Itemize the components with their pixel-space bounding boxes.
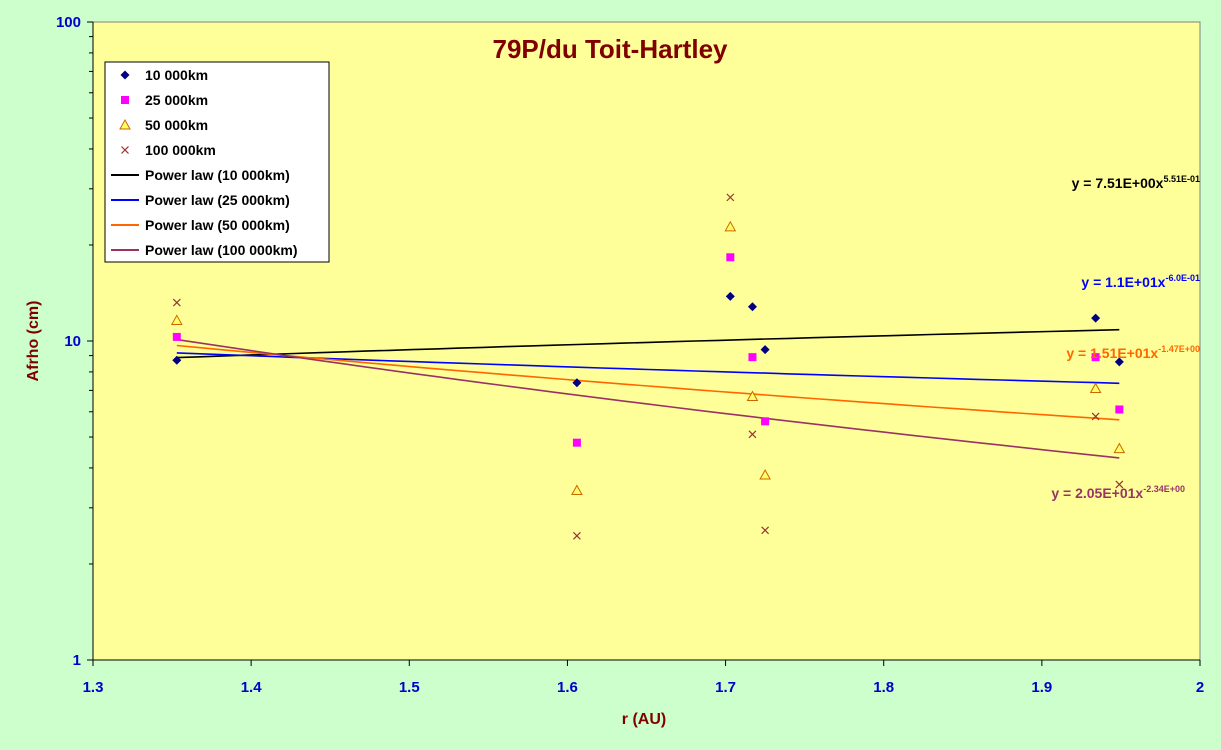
trendline: [176, 352, 1120, 385]
trendline-equations: y = 7.51E+00x5.51E-01 y = 1.1E+01x-6.0E-0…: [1051, 174, 1200, 501]
y-axis-label: Afrho (cm): [25, 301, 42, 382]
data-point: [746, 390, 759, 401]
legend-label: Power law (50 000km): [145, 217, 290, 233]
data-point: [172, 332, 181, 341]
data-point: [1091, 353, 1100, 362]
legend-marker: [121, 96, 129, 104]
data-point: [1091, 313, 1101, 323]
legend: 10 000km 25 000km 50 000km 100 000km Power l…: [104, 61, 330, 263]
data-point: [726, 253, 735, 262]
equation-main: y = 1.51E+01x: [1066, 345, 1158, 361]
data-point: [748, 430, 757, 439]
x-tick-label: 1.7: [715, 679, 736, 696]
data-point: [571, 484, 583, 495]
data-point: [747, 302, 757, 312]
legend-box: [104, 61, 330, 263]
chart-title: 79P/du Toit-Hartley: [492, 34, 728, 64]
x-tick-label: 1.4: [241, 679, 263, 696]
trendline-equation: y = 2.05E+01x-2.34E+00: [1051, 484, 1185, 501]
legend-label: 10 000km: [145, 67, 208, 83]
x-tick-label: 1.9: [1031, 679, 1052, 696]
legend-label: Power law (25 000km): [145, 192, 290, 208]
y-tick-label: 100: [56, 14, 81, 31]
y-tick-label: 1: [73, 652, 81, 669]
trendline: [176, 328, 1120, 359]
legend-marker: [119, 118, 131, 130]
data-point: [1089, 382, 1102, 393]
data-point: [761, 526, 770, 535]
data-point: [1114, 357, 1124, 367]
equation-exponent: -2.34E+00: [1143, 484, 1185, 494]
equation-exponent: 5.51E-01: [1163, 174, 1200, 184]
x-tick-label: 1.6: [557, 679, 578, 696]
trendlines: [176, 328, 1120, 459]
legend-marker: [121, 146, 129, 154]
x-tick-label: 1.3: [83, 679, 104, 696]
trendline-equation: y = 7.51E+00x5.51E-01: [1072, 174, 1200, 191]
legend-label: 100 000km: [145, 142, 216, 158]
data-point: [725, 291, 735, 301]
data-point: [1091, 412, 1100, 421]
equation-exponent: -1.47E+00: [1158, 344, 1200, 354]
trendline: [176, 338, 1120, 459]
data-point: [1113, 442, 1126, 454]
legend-label: Power law (10 000km): [145, 167, 290, 183]
axes: 1.3 1.4 1.5 1.6 1.7 1.8 1.9 2 1 10 100: [56, 14, 1204, 696]
x-tick-label: 1.8: [873, 679, 894, 696]
data-point: [1115, 480, 1124, 489]
legend-label: 50 000km: [145, 117, 208, 133]
equation-main: y = 7.51E+00x: [1072, 175, 1164, 191]
data-point: [572, 438, 581, 447]
trendline: [176, 344, 1120, 421]
data-point: [759, 469, 771, 480]
data-point: [748, 353, 757, 362]
data-point: [761, 417, 770, 426]
x-tick-label: 1.5: [399, 679, 420, 696]
data-point: [724, 220, 737, 232]
data-point: [172, 355, 182, 365]
x-axis-label: r (AU): [622, 711, 666, 728]
data-point: [572, 378, 582, 388]
equation-main: y = 1.1E+01x: [1081, 274, 1165, 290]
legend-label: 25 000km: [145, 92, 208, 108]
x-tick-label: 2: [1196, 679, 1204, 696]
data-point: [170, 314, 183, 325]
data-point: [760, 345, 770, 355]
legend-label: Power law (100 000km): [145, 242, 298, 258]
trendline-equation: y = 1.51E+01x-1.47E+00: [1066, 344, 1200, 361]
equation-exponent: -6.0E-01: [1165, 273, 1200, 283]
data-point: [1115, 405, 1124, 414]
trendline-equation: y = 1.1E+01x-6.0E-01: [1081, 273, 1200, 290]
equation-main: y = 2.05E+01x: [1051, 485, 1143, 501]
y-tick-label: 10: [64, 333, 81, 350]
data-markers: [170, 193, 1126, 540]
legend-marker: [120, 70, 130, 80]
data-point: [172, 298, 181, 307]
data-point: [726, 193, 735, 202]
data-point: [572, 531, 581, 540]
